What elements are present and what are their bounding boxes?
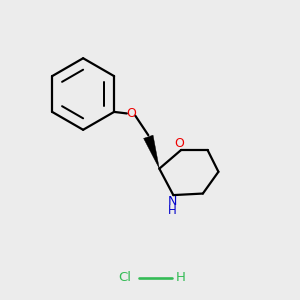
- Text: Cl: Cl: [118, 271, 132, 284]
- Text: O: O: [126, 107, 136, 120]
- Text: N: N: [168, 195, 177, 208]
- Text: O: O: [175, 137, 184, 150]
- Text: H: H: [176, 271, 186, 284]
- Text: H: H: [168, 203, 177, 217]
- Polygon shape: [144, 135, 159, 169]
